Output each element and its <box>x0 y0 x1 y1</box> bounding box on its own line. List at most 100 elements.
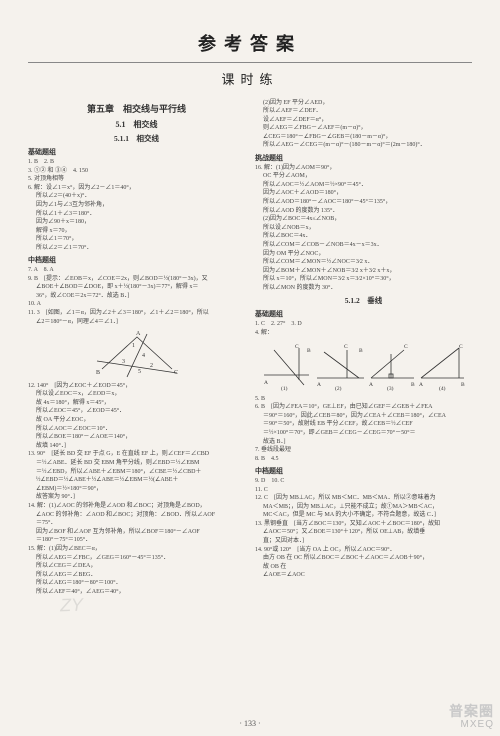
answer-line: ½∠EBD＝½∠ABE＋½∠ABE＝½∠EBM＝½(∠ABE＋ <box>28 476 245 484</box>
figure-label: A <box>264 380 268 386</box>
figure-label: A <box>317 382 321 388</box>
answer-line: ＝75°． <box>28 519 245 527</box>
answer-line: (2)因为 EF 平分∠AED， <box>255 99 472 107</box>
answer-line: 16. 解：(1)因为∠AOM＝90°， <box>255 164 472 172</box>
figure-label: 3 <box>122 359 125 365</box>
figure-perpendicular-set: B C A B C A C A B C A B (1) (2) (3) (4) <box>259 340 469 392</box>
figure-label: B <box>96 370 100 376</box>
answer-line: 所以∠BOC＝4x． <box>255 232 472 240</box>
answer-line: 所以∠AEG＝∠BEG． <box>28 571 245 579</box>
answer-line: 由方 OB 在 OC 所以∠BOC＝∠BOC＋∠AOC＝∠AOB＋90°， <box>255 554 472 562</box>
answer-line: 故选 B．] <box>255 438 472 446</box>
answer-line: 13. 90° [延长 BD 交 EF 于点 G，E 在直线 EF 上，则∠CE… <box>28 450 245 458</box>
answer-line: 6. 解：设∠1＝x°，因为∠2－∠1＝40°， <box>28 184 245 192</box>
answer-line: ∠EBM)＝½×180°＝90°， <box>28 485 245 493</box>
figure-label: B <box>461 382 465 388</box>
chapter-title: 第五章 相交线与平行线 <box>28 102 245 115</box>
answer-line: ＝90°＝160°，因此∠CEB＝80°，因为∠CEA＋∠CEB＝180°，∠C… <box>255 412 472 420</box>
answer-line: 因为∠BOM＋∠MON＋∠NOB＝3⁄2 x＋3⁄2 x＋x， <box>255 267 472 275</box>
answer-line: ＝90°＝50°，故射线 EB 平分∠CEF，故∠CEB＝½∠CEF <box>255 420 472 428</box>
answer-line: 所以∠MON 的度数为 30°． <box>255 284 472 292</box>
answer-line: 直；又因对本．] <box>255 537 472 545</box>
answer-line: 7. A 8. A <box>28 266 245 274</box>
figure-label: 4 <box>142 353 145 359</box>
figure-label: 5 <box>138 369 141 375</box>
group-heading: 基础题组 <box>28 147 245 157</box>
answer-line: 所以∠AEG－∠CEG＝(m－α)°－(180－m－α)°＝(2m－180)°． <box>255 141 472 149</box>
answer-line: 则∠AEG＝∠FBG－∠AEF＝(m－α)°， <box>255 124 472 132</box>
answer-line: ＝180°－75°＝105°． <box>28 536 245 544</box>
answer-line: 因为∠1与∠3互为邻补角， <box>28 201 245 209</box>
figure-label: C <box>174 370 178 376</box>
figure-label: A <box>369 382 373 388</box>
section-title: 5.1 相交线 <box>28 119 245 130</box>
figure-label: B <box>359 348 363 354</box>
answer-line: 所以∠2＝(40＋x)°． <box>28 192 245 200</box>
figure-label: C <box>344 344 348 350</box>
main-title: 参考答案 <box>28 30 472 56</box>
answer-line: 36°，故∠COE＝2x＝72°．故选 B．] <box>28 292 245 300</box>
figure-label: 2 <box>150 363 153 369</box>
figure-caption: (1) <box>281 385 288 392</box>
answer-line: 故 OA 平分∠EOC， <box>28 416 245 424</box>
answer-line: 故答案为 90°．] <box>28 493 245 501</box>
answer-line: 因为∠BOF 和∠AOF 互为邻补角，所以∠BOF＝180°－∠AOF <box>28 528 245 536</box>
answer-line: 设∠AEF＝∠DEF＝α°， <box>255 116 472 124</box>
answer-line: 所以∠AOC＝∠EOC＝10°． <box>28 425 245 433</box>
sub-title: 课时练 <box>28 69 472 88</box>
answer-line: ∠BOE＋∠BOD＝∠DOE，即 x＋½(180°－3x)＝77°，解得 x＝ <box>28 283 245 291</box>
figure-label: B <box>307 348 311 354</box>
answer-line: 故填 140°．] <box>28 442 245 450</box>
answer-line: ∠AOC＝50°；又∠BOE＝130°＋120°，所以 OE⊥AB，故填垂 <box>255 528 472 536</box>
answer-line: 11. 3 [如图，∠1＝α，因为∠2＋∠3＝180°，∠1＋∠2＝180°，所… <box>28 309 245 317</box>
answer-line: 9. B [提示：∠EOB＝x，∠COE＝2x，则∠BOD＝½(180°－3x)… <box>28 275 245 283</box>
group-heading: 基础题组 <box>255 309 472 319</box>
answer-line: 11. C <box>255 486 472 494</box>
divider <box>28 62 472 63</box>
subsection-title: 5.1.1 相交线 <box>28 133 245 144</box>
figure-label: 1 <box>132 343 135 349</box>
page-number: · 133 · <box>0 719 500 728</box>
group-heading: 中档题组 <box>28 255 245 265</box>
answer-line: MC＜AC，但是 MC 与 MA 的大小不确定，不符合题意，故选 C．] <box>255 511 472 519</box>
answer-line: 所以∠AOC＝½∠AOM＝½×90°＝45°． <box>255 181 472 189</box>
answer-line: 5. 对顶角相等 <box>28 175 245 183</box>
answer-line: 所以∠1＝70°， <box>28 235 245 243</box>
answer-line: 5. B <box>255 395 472 403</box>
watermark-line: 普案圈 <box>449 704 494 719</box>
figure-triangle: A B C 1 4 3 2 5 <box>92 329 182 379</box>
answer-line: 13. 黑钢垂直 [当方∠BOC＝130°，又知∠AOC＋∠BOC＝180°，故… <box>255 520 472 528</box>
answer-line: 所以∠AEG＝180°－80°＝100°． <box>28 579 245 587</box>
answer-line: 所以设∠EOC＝x，∠EOD＝x， <box>28 390 245 398</box>
answer-line: ∠AOC 的邻补角：∠AOD 和∠BOC；对顶角：∠BOD．所以∠AOF <box>28 511 245 519</box>
answer-line: 所以∠COM＝∠MON＝½∠NOC＝3⁄2 x． <box>255 258 472 266</box>
left-column: 第五章 相交线与平行线 5.1 相交线 5.1.1 相交线 基础题组 1. B … <box>28 98 245 597</box>
answer-line: 所以∠COM＝∠COB－∠NOB＝4x－x＝3x． <box>255 241 472 249</box>
figure-caption: (3) <box>387 385 394 392</box>
answer-line: 1. C 2. 27° 3. D <box>255 320 472 328</box>
figure-label: A <box>419 382 423 388</box>
answer-line: (2)因为∠BOC＝4x≤∠NOB， <box>255 215 472 223</box>
figure-caption: (2) <box>335 385 342 392</box>
figure-label: C <box>459 344 463 350</box>
answer-line: 所以 x＝10°，所以∠MON＝3⁄2 x＝3⁄2×10°＝30°， <box>255 275 472 283</box>
answer-line: OC 平分∠AOM， <box>255 172 472 180</box>
figure-caption: (4) <box>439 385 446 392</box>
answer-line: 所以∠AEG＝∠FBC，∠GEG＝160°－45°＝135°． <box>28 554 245 562</box>
answer-line: ∠AOE＝∠AOC <box>255 571 472 579</box>
answer-line: 12. 140° [因为∠EOC＋∠EOD＝45°， <box>28 382 245 390</box>
right-column: (2)因为 EF 平分∠AED， 所以∠AEF＝∠DEF． 设∠AEF＝∠DEF… <box>255 98 472 597</box>
answer-line: ∠2＝180°－α，同理∠4＝∠1．] <box>28 318 245 326</box>
answer-line: 所以∠EOC＝45°，∠EOD＝45°． <box>28 407 245 415</box>
answer-line: 14. 90°或 120° [当方 OA 上 OC，所以∠AOC＝90°． <box>255 546 472 554</box>
answer-line: 因为 OM 平分∠NOC， <box>255 250 472 258</box>
answer-line: 所以∠2＝∠1＝70°． <box>28 244 245 252</box>
answer-line: 故 4x＝180°，解得 x＝45°， <box>28 399 245 407</box>
subsection-title: 5.1.2 垂线 <box>255 295 472 306</box>
group-heading: 挑战题组 <box>255 153 472 163</box>
answer-line: 4. 解： <box>255 329 472 337</box>
answer-line: 8. B 4.5 <box>255 455 472 463</box>
answer-line: 解得 x＝70， <box>28 227 245 235</box>
answer-line: 所以∠1＋∠3＝180°． <box>28 210 245 218</box>
answer-line: 15. 解：(1)因为∠BEC＝α， <box>28 545 245 553</box>
